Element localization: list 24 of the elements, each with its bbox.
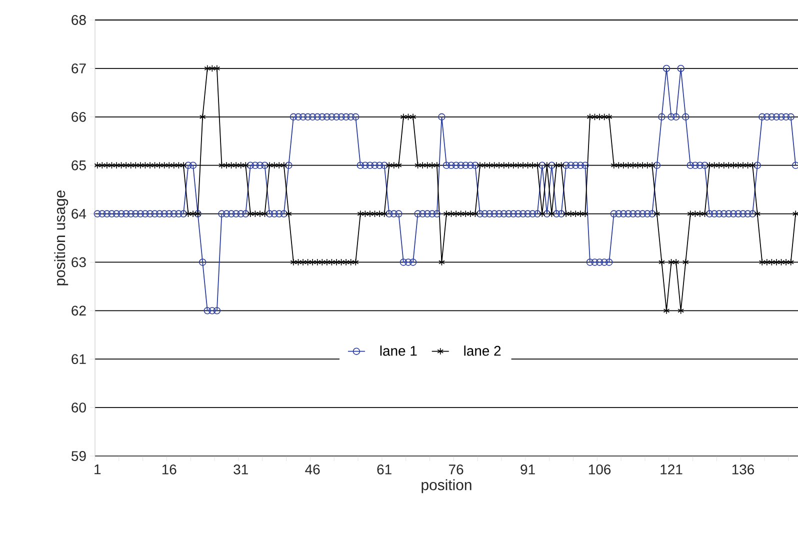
x-axis-title: position bbox=[422, 479, 472, 494]
y-tick-label: 66 bbox=[72, 112, 86, 122]
x-tick-label: 16 bbox=[162, 464, 176, 474]
y-tick-label: 68 bbox=[72, 15, 86, 25]
x-tick-label: 46 bbox=[305, 464, 320, 474]
y-tick-label: 63 bbox=[72, 257, 86, 268]
y-tick-label: 60 bbox=[72, 402, 86, 412]
y-tick-label: 65 bbox=[72, 160, 86, 170]
x-tick-label: 106 bbox=[588, 464, 611, 474]
x-tick-label: 91 bbox=[520, 464, 535, 474]
x-tick-label: 121 bbox=[660, 464, 682, 474]
y-tick-label: 64 bbox=[72, 208, 86, 219]
legend-label: lane 1 bbox=[380, 346, 417, 356]
x-tick-label: 61 bbox=[377, 464, 392, 474]
x-tick-label: 76 bbox=[449, 464, 464, 474]
y-tick-label: 67 bbox=[72, 64, 86, 74]
legend-label: lane 2 bbox=[464, 346, 501, 356]
y-axis-title: position usage bbox=[54, 190, 68, 286]
y-tick-label: 59 bbox=[72, 451, 86, 461]
x-tick-label: 31 bbox=[234, 464, 248, 474]
y-tick-label: 62 bbox=[72, 306, 86, 316]
x-tick-label: 1 bbox=[94, 464, 101, 474]
y-tick-label: 61 bbox=[72, 354, 86, 364]
x-tick-label: 136 bbox=[732, 464, 754, 474]
